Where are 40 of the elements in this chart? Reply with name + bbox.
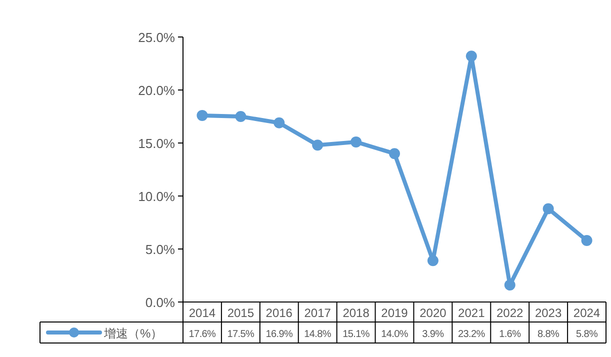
x-tick-label: 2015: [227, 306, 254, 320]
data-label: 15.1%: [342, 329, 370, 340]
point: [504, 280, 516, 291]
data-label: 23.2%: [458, 329, 486, 340]
point: [312, 140, 324, 151]
point: [196, 110, 208, 121]
point: [389, 148, 400, 160]
legend-label: 增速（%）: [103, 326, 163, 340]
x-tick-label: 2014: [188, 306, 216, 320]
data-label: 5.8%: [576, 329, 598, 340]
data-label: 17.5%: [227, 329, 255, 340]
data-label: 1.6%: [499, 329, 522, 340]
point: [235, 111, 246, 122]
y-tick-label: 15.0%: [138, 136, 176, 151]
x-tick-label: 2016: [266, 306, 293, 320]
data-label: 17.6%: [188, 329, 216, 340]
x-tick-label: 2020: [420, 306, 447, 320]
data-label: 14.8%: [304, 329, 332, 340]
x-tick-label: 2021: [458, 306, 486, 320]
y-tick-label: 20.0%: [138, 83, 176, 98]
data-label: 3.9%: [422, 329, 444, 340]
y-tick-label: 0.0%: [145, 295, 176, 310]
y-tick-label: 5.0%: [145, 242, 176, 257]
y-tick-label: 10.0%: [138, 189, 176, 204]
x-tick-label: 2022: [496, 306, 524, 320]
data-label: 16.9%: [266, 329, 293, 340]
x-tick-label: 2019: [381, 306, 408, 320]
point: [466, 50, 477, 62]
x-tick-label: 2018: [342, 306, 370, 320]
point: [581, 235, 592, 246]
data-label: 8.8%: [538, 329, 560, 340]
data-label: 14.0%: [381, 329, 408, 340]
x-tick-label: 2023: [534, 306, 562, 320]
point: [350, 136, 362, 148]
point: [274, 117, 285, 128]
point: [542, 203, 554, 214]
y-tick-label: 25.0%: [138, 30, 176, 45]
point: [427, 255, 438, 266]
x-tick-label: 2024: [573, 306, 600, 320]
x-tick-label: 2017: [304, 306, 332, 320]
